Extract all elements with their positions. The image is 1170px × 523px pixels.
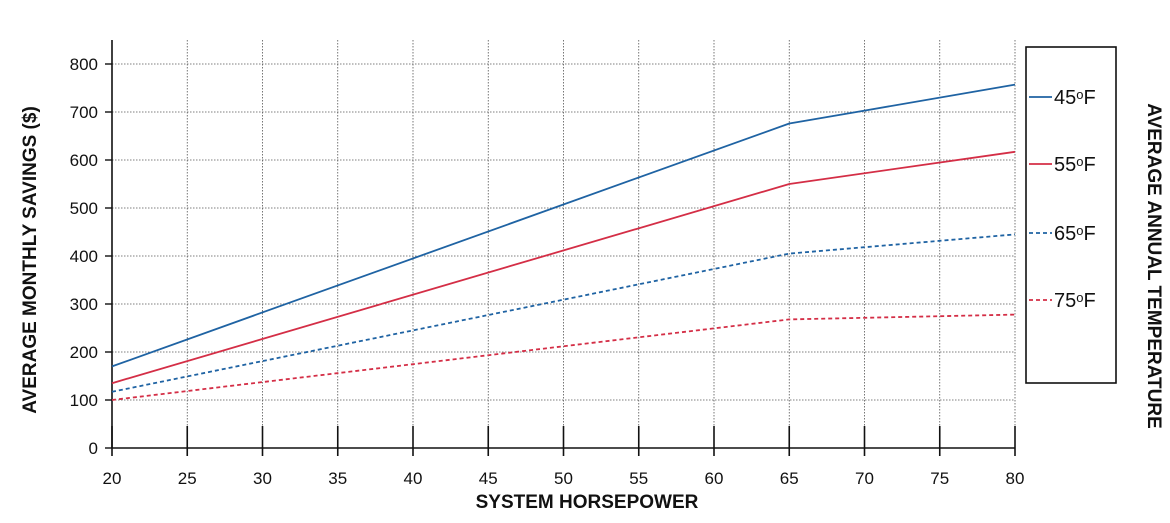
y-tick-label: 800	[70, 55, 98, 74]
series-line-45	[111, 83, 1016, 368]
y-tick-label: 600	[70, 151, 98, 170]
x-tick-label: 35	[328, 469, 347, 488]
legend: 45oF 55oF 65oF 75oF	[1029, 87, 1096, 312]
x-tick-label: 80	[1006, 469, 1025, 488]
x-tick-label: 65	[780, 469, 799, 488]
y-tick-label: 500	[70, 199, 98, 218]
x-axis-title: SYSTEM HORSEPOWER	[476, 492, 699, 513]
legend-label-45: 45oF	[1054, 87, 1096, 109]
y-tick-label: 700	[70, 103, 98, 122]
legend-label-55: 55oF	[1054, 154, 1096, 176]
legend-label-75: 75oF	[1054, 290, 1096, 312]
legend-box	[1025, 46, 1117, 384]
x-tick-label: 50	[554, 469, 573, 488]
y-tick-label: 400	[70, 247, 98, 266]
y-tick-label: 300	[70, 295, 98, 314]
x-tick-label: 75	[930, 469, 949, 488]
y-tick-label: 0	[89, 439, 98, 458]
series-lines	[111, 83, 1016, 401]
series-line-55	[111, 150, 1016, 385]
x-tick-label: 45	[479, 469, 498, 488]
x-tick-label: 70	[855, 469, 874, 488]
x-tick-label: 20	[103, 469, 122, 488]
x-tick-label: 25	[178, 469, 197, 488]
y-tick-label: 100	[70, 391, 98, 410]
grid	[112, 40, 1016, 448]
x-tick-label: 55	[629, 469, 648, 488]
legend-title: AVERAGE ANNUAL TEMPERATURE	[1143, 103, 1164, 428]
ticks: 0 100 200 300 400 500 600 700 800 20 25 30 35 40 45 50 5…	[70, 55, 1025, 488]
x-tick-label: 30	[253, 469, 272, 488]
y-axis-title: AVERAGE MONTHLY SAVINGS ($)	[20, 106, 41, 414]
x-tick-label: 40	[404, 469, 423, 488]
x-tick-label: 60	[705, 469, 724, 488]
series-line-65	[111, 233, 1016, 393]
y-tick-label: 200	[70, 343, 98, 362]
series-line-75	[111, 313, 1016, 401]
legend-label-65: 65oF	[1054, 223, 1096, 245]
